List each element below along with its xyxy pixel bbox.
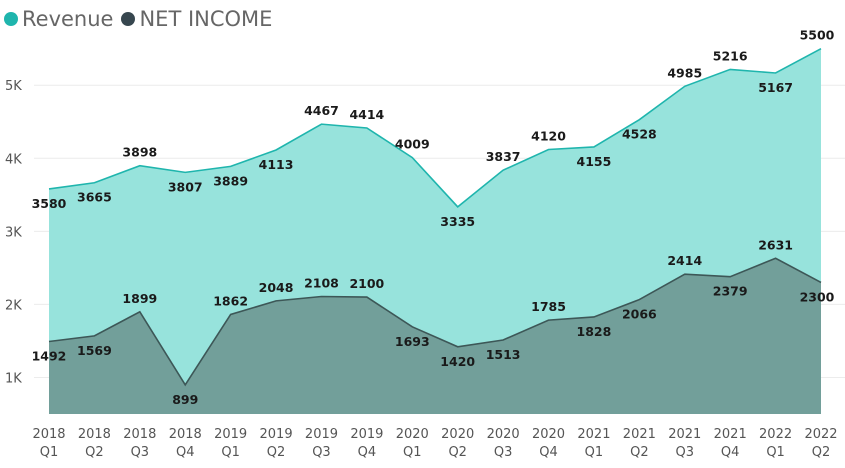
x-tick-quarter: Q3 — [131, 445, 150, 460]
data-label-revenue: 3665 — [77, 190, 112, 205]
data-label-revenue: 4009 — [395, 137, 430, 152]
data-label-net-income: 1693 — [395, 334, 430, 349]
data-label-net-income: 2108 — [304, 276, 339, 291]
data-label-net-income: 2066 — [622, 307, 657, 322]
x-tick-year: 2018 — [123, 427, 156, 442]
x-tick-quarter: Q1 — [40, 445, 59, 460]
x-tick-year: 2022 — [804, 427, 837, 442]
x-tick-year: 2020 — [396, 427, 429, 442]
data-label-revenue: 3837 — [486, 149, 521, 164]
data-label-revenue: 4985 — [667, 65, 702, 80]
x-tick-year: 2019 — [305, 427, 338, 442]
data-label-net-income: 1569 — [77, 343, 112, 358]
y-tick-label: 5K — [5, 79, 22, 94]
legend-dot-net-income — [121, 12, 136, 26]
x-tick-quarter: Q3 — [312, 445, 331, 460]
data-label-revenue: 5500 — [800, 28, 835, 43]
data-label-net-income: 1862 — [213, 293, 248, 308]
x-tick-year: 2021 — [623, 427, 656, 442]
x-tick-year: 2020 — [532, 427, 565, 442]
data-labels: 3580 3665 3898 3807 3889 4113 4467 4414 4009 3335… — [32, 28, 835, 407]
legend-item-net-income[interactable]: NET INCOME — [121, 7, 272, 31]
legend-dot-revenue — [4, 12, 18, 26]
data-label-net-income: 1899 — [122, 291, 157, 306]
x-tick-year: 2019 — [350, 427, 383, 442]
x-tick-year: 2020 — [441, 427, 474, 442]
data-label-net-income: 2100 — [349, 276, 384, 291]
x-tick-year: 2018 — [169, 427, 202, 442]
data-label-revenue: 4467 — [304, 103, 339, 118]
line-net-income — [48, 257, 822, 387]
area-net-income — [49, 258, 821, 414]
data-label-net-income: 1785 — [531, 299, 566, 314]
x-tick-year: 2018 — [78, 427, 111, 442]
data-label-net-income: 1420 — [440, 354, 475, 369]
x-tick-quarter: Q1 — [585, 445, 604, 460]
x-tick-year: 2018 — [32, 427, 65, 442]
x-tick-quarter: Q2 — [630, 445, 649, 460]
data-label-revenue: 4120 — [531, 128, 566, 143]
x-tick-quarter: Q3 — [676, 445, 695, 460]
chart-areas — [48, 47, 822, 414]
data-label-revenue: 3580 — [32, 196, 67, 211]
data-label-net-income: 2631 — [758, 237, 793, 252]
data-label-revenue: 5216 — [713, 48, 748, 63]
data-label-revenue: 4414 — [349, 107, 384, 122]
x-tick-quarter: Q2 — [267, 445, 286, 460]
x-tick-quarter: Q1 — [766, 445, 785, 460]
data-label-revenue: 3889 — [213, 173, 248, 188]
y-tick-label: 3K — [5, 225, 22, 240]
data-label-net-income: 2300 — [800, 289, 835, 304]
x-tick-quarter: Q3 — [494, 445, 513, 460]
data-label-net-income: 1828 — [577, 324, 612, 339]
data-label-net-income: 899 — [172, 392, 198, 407]
legend-label-net-income: NET INCOME — [139, 7, 273, 31]
x-tick-quarter: Q2 — [812, 445, 831, 460]
legend-item-revenue[interactable]: Revenue — [4, 7, 113, 31]
y-tick-label: 2K — [5, 298, 22, 313]
legend-label-revenue: Revenue — [22, 7, 114, 31]
legend: Revenue NET INCOME — [4, 4, 280, 34]
x-tick-quarter: Q4 — [358, 445, 377, 460]
data-label-revenue: 3807 — [168, 179, 203, 194]
data-label-net-income: 1492 — [32, 349, 67, 364]
x-tick-year: 2022 — [759, 427, 792, 442]
y-axis: 1K 2K 3K 4K 5K — [5, 79, 22, 386]
x-tick-year: 2019 — [260, 427, 293, 442]
x-tick-quarter: Q1 — [403, 445, 422, 460]
data-label-net-income: 1513 — [486, 347, 521, 362]
x-tick-year: 2020 — [487, 427, 520, 442]
data-label-revenue: 4528 — [622, 127, 657, 142]
x-tick-year: 2021 — [577, 427, 610, 442]
x-tick-quarter: Q4 — [539, 445, 558, 460]
x-tick-year: 2021 — [714, 427, 747, 442]
x-tick-quarter: Q2 — [85, 445, 104, 460]
data-label-revenue: 4113 — [259, 157, 294, 172]
x-tick-quarter: Q2 — [448, 445, 467, 460]
data-label-net-income: 2414 — [667, 253, 702, 268]
data-label-revenue: 3335 — [440, 214, 475, 229]
data-label-revenue: 3898 — [122, 145, 157, 160]
x-tick-quarter: Q4 — [721, 445, 740, 460]
line-revenue — [48, 47, 822, 208]
x-tick-quarter: Q1 — [221, 445, 240, 460]
y-tick-label: 1K — [5, 371, 22, 386]
x-axis: 2018 Q1 2018 Q2 2018 Q3 2018 Q4 2019 Q1 2019 Q2 2019… — [32, 427, 837, 460]
x-tick-year: 2019 — [214, 427, 247, 442]
x-tick-year: 2021 — [668, 427, 701, 442]
data-label-net-income: 2048 — [259, 280, 294, 295]
data-label-revenue: 4155 — [577, 154, 612, 169]
y-tick-label: 4K — [5, 152, 22, 167]
data-label-revenue: 5167 — [758, 80, 793, 95]
data-label-net-income: 2379 — [713, 284, 748, 299]
x-tick-quarter: Q4 — [176, 445, 195, 460]
